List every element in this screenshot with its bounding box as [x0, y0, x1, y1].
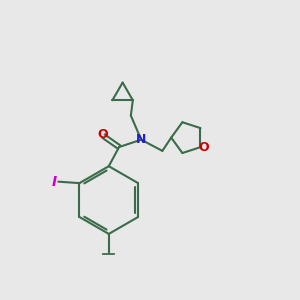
Text: I: I — [51, 175, 56, 189]
Text: O: O — [199, 141, 209, 154]
Text: O: O — [97, 128, 108, 141]
Text: N: N — [136, 133, 146, 146]
